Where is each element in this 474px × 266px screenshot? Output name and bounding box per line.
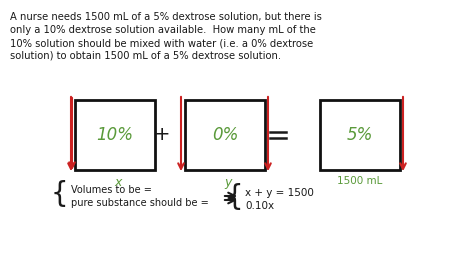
Text: 5%: 5% — [347, 126, 373, 144]
Text: {: { — [225, 183, 243, 211]
Text: A nurse needs 1500 mL of a 5% dextrose solution, but there is: A nurse needs 1500 mL of a 5% dextrose s… — [10, 12, 322, 22]
Text: y: y — [224, 176, 232, 189]
Text: 10%: 10% — [97, 126, 134, 144]
Text: Volumes to be =: Volumes to be = — [71, 185, 152, 195]
Text: 0%: 0% — [212, 126, 238, 144]
Text: pure substance should be =: pure substance should be = — [71, 198, 209, 208]
Text: 1500 mL: 1500 mL — [337, 176, 383, 186]
Text: 0.10x: 0.10x — [245, 201, 274, 211]
Bar — [185, 100, 265, 170]
Text: {: { — [50, 180, 68, 208]
Text: solution) to obtain 1500 mL of a 5% dextrose solution.: solution) to obtain 1500 mL of a 5% dext… — [10, 51, 281, 61]
Text: only a 10% dextrose solution available.  How many mL of the: only a 10% dextrose solution available. … — [10, 25, 316, 35]
Text: 10% solution should be mixed with water (i.e. a 0% dextrose: 10% solution should be mixed with water … — [10, 38, 313, 48]
Bar — [75, 100, 155, 170]
Text: +: + — [154, 126, 170, 144]
Text: x: x — [114, 176, 122, 189]
Text: x + y = 1500: x + y = 1500 — [245, 188, 314, 198]
Bar — [320, 100, 400, 170]
